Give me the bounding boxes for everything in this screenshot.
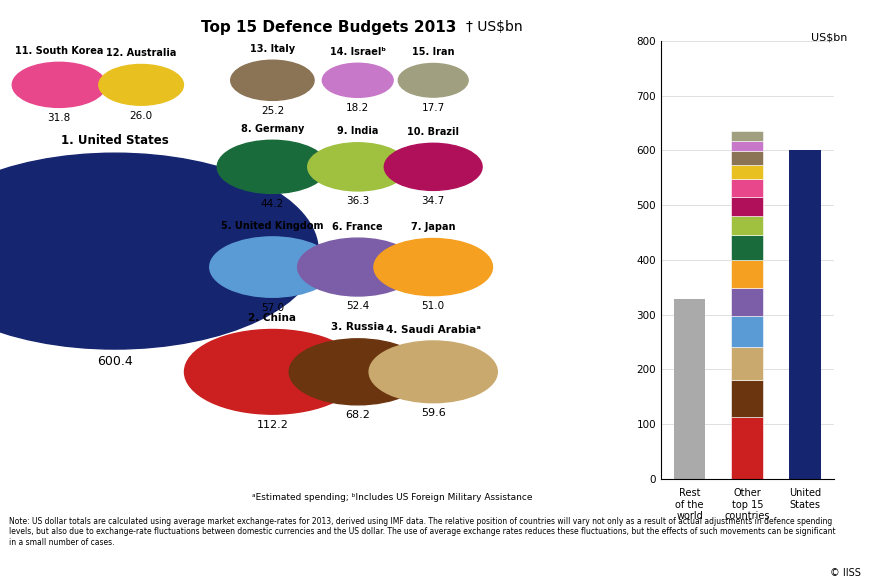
Text: 6. France: 6. France [332,222,383,232]
Bar [731,131,762,141]
Text: 34.7: 34.7 [421,196,445,206]
Text: 4. Saudi Arabiaᵃ: 4. Saudi Arabiaᵃ [385,325,480,335]
Bar [731,317,762,347]
Bar [731,418,762,479]
Text: 51.0: 51.0 [421,301,444,311]
Text: ᵃEstimated spending; ᵇIncludes US Foreign Military Assistance: ᵃEstimated spending; ᵇIncludes US Foreig… [252,493,532,502]
Bar [731,141,762,151]
Ellipse shape [209,237,335,297]
Text: © IISS: © IISS [828,568,859,578]
Text: 59.6: 59.6 [420,408,445,418]
Bar [731,380,762,418]
Text: 31.8: 31.8 [47,113,71,123]
Bar [731,215,762,235]
Text: Note: US dollar totals are calculated using average market exchange-rates for 20: Note: US dollar totals are calculated us… [9,517,835,547]
Text: 7. Japan: 7. Japan [410,222,455,232]
Bar [731,165,762,179]
Text: 600.4: 600.4 [97,354,133,367]
Bar [731,179,762,197]
Ellipse shape [369,341,497,403]
Text: 36.3: 36.3 [346,196,369,206]
Text: 52.4: 52.4 [346,301,369,311]
Text: 13. Italy: 13. Italy [250,44,295,54]
Ellipse shape [217,140,327,193]
Ellipse shape [374,238,492,296]
Text: 3. Russia: 3. Russia [330,322,384,332]
Text: 1. United States: 1. United States [61,134,168,147]
Text: 68.2: 68.2 [345,411,369,420]
Text: 12. Australia: 12. Australia [105,48,176,58]
Text: 10. Brazil: 10. Brazil [407,127,459,137]
Text: † US$bn: † US$bn [465,20,522,34]
Bar [731,347,762,380]
Text: 11. South Korea: 11. South Korea [15,46,103,56]
Text: 44.2: 44.2 [260,199,284,209]
Ellipse shape [12,62,105,107]
Bar [789,150,820,479]
Ellipse shape [230,60,314,100]
Bar [731,287,762,317]
Text: 17.7: 17.7 [421,103,445,113]
Ellipse shape [0,153,318,349]
Ellipse shape [307,142,408,191]
Ellipse shape [384,143,482,190]
Ellipse shape [298,238,417,296]
Bar [731,235,762,260]
Ellipse shape [322,63,392,98]
Text: US$bn: US$bn [810,32,846,42]
Text: 18.2: 18.2 [346,103,369,113]
Bar [731,151,762,165]
Text: 5. United Kingdom: 5. United Kingdom [221,221,323,231]
Bar [731,260,762,287]
Text: 9. India: 9. India [337,126,378,137]
Text: 25.2: 25.2 [260,106,284,116]
Ellipse shape [98,64,183,105]
Text: 8. Germany: 8. Germany [240,124,304,134]
Bar [673,300,704,479]
Text: 57.0: 57.0 [260,303,284,312]
Text: 15. Iran: 15. Iran [411,47,454,57]
Ellipse shape [398,64,468,97]
Text: Top 15 Defence Budgets 2013: Top 15 Defence Budgets 2013 [200,20,455,36]
Text: 14. Israelᵇ: 14. Israelᵇ [330,47,385,57]
Text: 2. China: 2. China [248,313,296,323]
Ellipse shape [184,329,360,414]
Text: 26.0: 26.0 [129,111,152,121]
Bar [731,197,762,215]
Ellipse shape [289,339,426,405]
Text: 112.2: 112.2 [256,420,288,430]
